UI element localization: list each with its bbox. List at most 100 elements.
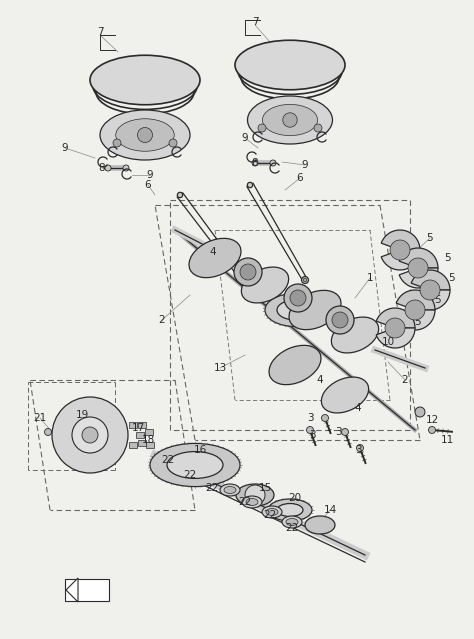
Circle shape <box>284 284 312 312</box>
Text: 7: 7 <box>252 17 258 27</box>
Circle shape <box>247 182 253 188</box>
Ellipse shape <box>265 293 325 327</box>
Circle shape <box>82 427 98 443</box>
Text: 9: 9 <box>62 143 68 153</box>
FancyBboxPatch shape <box>136 431 144 438</box>
Text: 19: 19 <box>75 410 89 420</box>
Ellipse shape <box>268 499 312 521</box>
FancyBboxPatch shape <box>137 440 146 445</box>
Ellipse shape <box>241 267 289 303</box>
Text: 5: 5 <box>449 273 456 283</box>
Circle shape <box>283 113 297 127</box>
Text: 22: 22 <box>264 510 277 520</box>
Wedge shape <box>381 250 420 270</box>
Text: 11: 11 <box>440 435 454 445</box>
Ellipse shape <box>269 345 321 385</box>
Wedge shape <box>411 270 450 290</box>
Text: 1: 1 <box>367 273 374 283</box>
Text: 15: 15 <box>258 483 272 493</box>
FancyBboxPatch shape <box>65 579 109 601</box>
Ellipse shape <box>282 516 302 528</box>
Ellipse shape <box>305 516 335 534</box>
Wedge shape <box>376 328 415 348</box>
Text: 5: 5 <box>415 317 421 327</box>
Ellipse shape <box>247 96 332 144</box>
Text: 13: 13 <box>213 363 227 373</box>
Wedge shape <box>396 310 435 330</box>
Circle shape <box>408 258 428 278</box>
Wedge shape <box>396 290 435 310</box>
FancyBboxPatch shape <box>128 422 137 427</box>
Circle shape <box>45 429 52 436</box>
Wedge shape <box>399 248 438 268</box>
Text: 2: 2 <box>401 375 408 385</box>
Circle shape <box>356 445 364 452</box>
Circle shape <box>332 312 348 328</box>
Text: 9: 9 <box>301 160 308 170</box>
Circle shape <box>105 165 111 171</box>
Circle shape <box>240 264 256 280</box>
Text: 9: 9 <box>242 133 248 143</box>
Text: FWD: FWD <box>75 585 99 594</box>
Polygon shape <box>66 578 78 602</box>
Text: 18: 18 <box>141 435 155 445</box>
Text: 4: 4 <box>317 375 323 385</box>
Wedge shape <box>376 308 415 328</box>
Text: 3: 3 <box>309 430 315 440</box>
Circle shape <box>253 293 257 296</box>
Circle shape <box>123 165 129 171</box>
Circle shape <box>385 318 405 338</box>
Ellipse shape <box>150 443 240 487</box>
Ellipse shape <box>220 484 240 496</box>
Circle shape <box>405 300 425 320</box>
Text: 12: 12 <box>425 415 438 425</box>
Ellipse shape <box>90 55 200 105</box>
Text: 8: 8 <box>252 158 258 168</box>
Text: 16: 16 <box>193 445 207 455</box>
Wedge shape <box>399 268 438 288</box>
Ellipse shape <box>277 504 303 516</box>
Text: 22: 22 <box>238 497 252 507</box>
Circle shape <box>113 139 121 147</box>
Text: 2: 2 <box>159 315 165 325</box>
Ellipse shape <box>246 498 258 505</box>
Text: 9: 9 <box>146 170 153 180</box>
Ellipse shape <box>289 290 341 330</box>
Circle shape <box>252 291 258 298</box>
Ellipse shape <box>189 238 241 278</box>
Text: 5: 5 <box>435 295 441 305</box>
Text: 7: 7 <box>97 27 103 37</box>
Circle shape <box>321 415 328 422</box>
Circle shape <box>270 160 276 166</box>
Circle shape <box>420 280 440 300</box>
Circle shape <box>415 407 425 417</box>
Ellipse shape <box>263 104 318 135</box>
Circle shape <box>303 278 307 282</box>
Circle shape <box>169 139 177 147</box>
Ellipse shape <box>224 486 236 493</box>
Ellipse shape <box>242 496 262 508</box>
Circle shape <box>177 192 182 197</box>
Ellipse shape <box>321 377 369 413</box>
Circle shape <box>72 417 108 453</box>
Circle shape <box>301 277 309 284</box>
Circle shape <box>390 240 410 260</box>
FancyBboxPatch shape <box>128 442 137 447</box>
Ellipse shape <box>167 452 223 479</box>
Text: 3: 3 <box>355 445 361 455</box>
Ellipse shape <box>116 119 174 151</box>
Circle shape <box>137 128 153 142</box>
Ellipse shape <box>331 317 379 353</box>
FancyBboxPatch shape <box>145 429 153 435</box>
Text: 6: 6 <box>145 180 151 190</box>
FancyBboxPatch shape <box>137 422 146 427</box>
Circle shape <box>341 429 348 436</box>
Text: 22: 22 <box>183 470 197 480</box>
Text: 17: 17 <box>131 423 145 433</box>
Circle shape <box>314 124 322 132</box>
Wedge shape <box>381 230 420 250</box>
Circle shape <box>307 426 313 433</box>
Ellipse shape <box>100 110 190 160</box>
Text: 5: 5 <box>427 233 433 243</box>
Text: 3: 3 <box>307 413 313 423</box>
